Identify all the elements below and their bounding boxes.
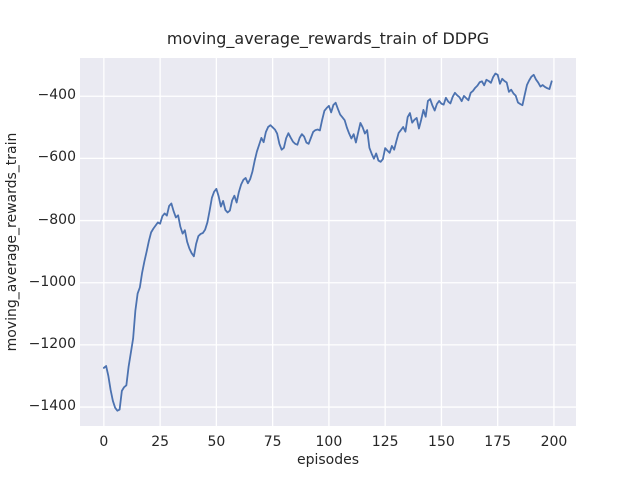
x-tick-label: 175	[484, 434, 512, 450]
x-tick-label: 125	[371, 434, 399, 450]
chart-title: moving_average_rewards_train of DDPG	[166, 29, 490, 48]
x-axis-label: episodes	[296, 452, 360, 468]
y-axis-label: moving_average_rewards_train	[4, 132, 20, 352]
y-tick-label: −800	[37, 211, 76, 228]
x-tick-label: 0	[99, 434, 109, 450]
x-tick-label: 150	[428, 434, 455, 450]
x-tick-label: 100	[315, 434, 343, 450]
x-tick-label: 50	[207, 434, 226, 450]
y-tick-label: −1000	[28, 273, 76, 290]
series-line-moving_average_rewards_train	[102, 72, 553, 412]
x-tick-label: 75	[263, 434, 282, 450]
y-tick-label: −1200	[28, 335, 76, 352]
x-tick-label: 200	[540, 434, 568, 450]
x-tick-label: 25	[151, 434, 170, 450]
axes-background	[80, 58, 576, 426]
y-tick-label: −1400	[28, 398, 76, 415]
y-tick-label: −600	[37, 149, 76, 166]
y-tick-label: −400	[37, 87, 76, 104]
